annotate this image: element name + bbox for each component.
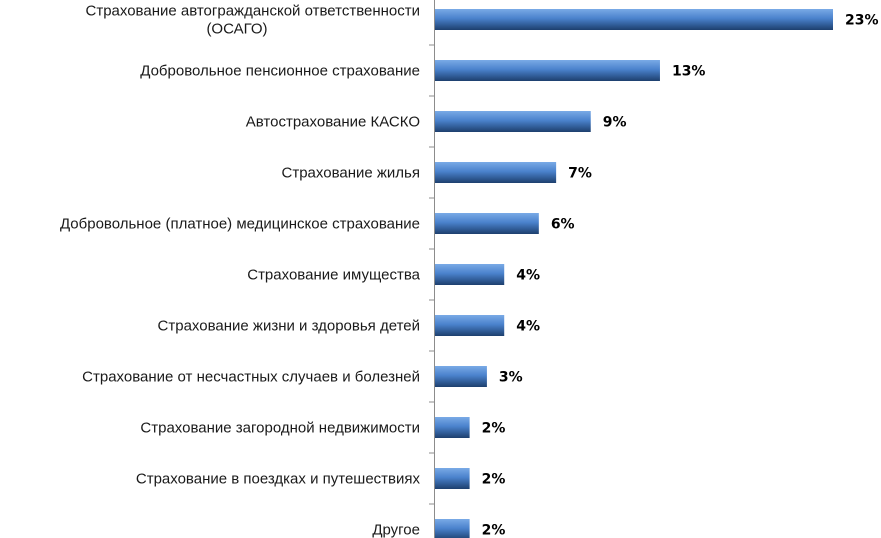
value-label: 3% [499,370,523,386]
value-label: 2% [482,421,506,437]
value-label: 2% [482,472,506,488]
category-label: Страхование жизни и здоровья детей [158,318,420,335]
bar [435,264,505,285]
bar [435,315,505,336]
value-label: 7% [568,166,592,182]
bar [435,366,487,387]
bar [435,111,591,132]
value-label: 13% [672,64,706,80]
value-label: 4% [516,268,540,284]
category-label: (ОСАГО) [206,21,267,38]
value-label: 23% [845,13,879,29]
category-label: Автострахование КАСКО [246,114,420,131]
bar [435,60,660,81]
value-label: 4% [516,319,540,335]
category-label: Страхование жилья [282,165,420,182]
bar [435,162,557,183]
category-label: Страхование автогражданской ответственно… [86,3,421,20]
bar [435,519,470,538]
bar [435,468,470,489]
category-label: Страхование имущества [247,267,420,284]
category-label: Страхование загородной недвижимости [140,420,420,437]
category-label: Добровольное пенсионное страхование [140,63,420,80]
bar [435,9,833,30]
category-label: Другое [372,522,420,538]
value-label: 9% [603,115,627,131]
category-label: Добровольное (платное) медицинское страх… [60,216,420,233]
bar [435,417,470,438]
category-label: Страхование от несчастных случаев и боле… [82,369,420,386]
value-label: 6% [551,217,575,233]
category-label: Страхование в поездках и путешествиях [136,471,421,488]
bar [435,213,539,234]
value-label: 2% [482,523,506,538]
